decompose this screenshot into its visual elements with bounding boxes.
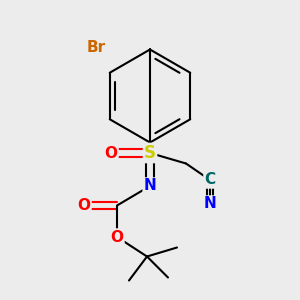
Text: O: O xyxy=(110,230,124,244)
Text: O: O xyxy=(104,146,118,160)
Text: S: S xyxy=(144,144,156,162)
Text: O: O xyxy=(77,198,91,213)
Text: C: C xyxy=(204,172,216,188)
Text: N: N xyxy=(144,178,156,194)
Text: Br: Br xyxy=(86,40,106,56)
Text: N: N xyxy=(204,196,216,211)
